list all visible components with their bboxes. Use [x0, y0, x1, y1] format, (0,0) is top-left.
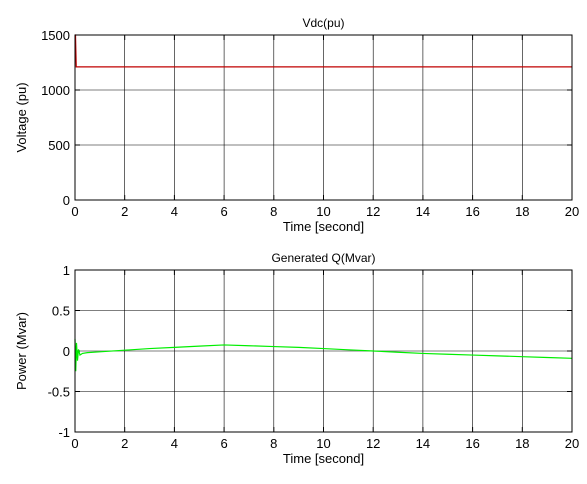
vdc-x-tick-label: 0 [71, 204, 78, 219]
q-x-tick-label: 10 [316, 436, 330, 451]
vdc-plot: 0 2 4 6 8 10 12 14 16 18 20 0 500 1000 1500 Vdc(pu) Time… [14, 16, 579, 234]
vdc-y-tick-label: 1500 [41, 28, 70, 43]
vdc-x-tick-label: 10 [316, 204, 330, 219]
vdc-x-tick-label: 18 [515, 204, 529, 219]
q-y-axis-label: Power (Mvar) [14, 312, 29, 390]
q-x-tick-label: 8 [270, 436, 277, 451]
q-x-tick-label: 2 [121, 436, 128, 451]
q-x-tick-label: 0 [71, 436, 78, 451]
q-y-tick-label: 1 [63, 263, 70, 278]
vdc-x-tick-label: 8 [270, 204, 277, 219]
q-x-tick-label: 14 [416, 436, 430, 451]
vdc-x-tick-label: 6 [220, 204, 227, 219]
vdc-x-tick-label: 12 [366, 204, 380, 219]
vdc-x-tick-label: 14 [416, 204, 430, 219]
q-x-tick-label: 12 [366, 436, 380, 451]
q-y-tick-label: 0.5 [52, 304, 70, 319]
q-axes-border [74, 269, 573, 433]
generated-q-plot: 0 2 4 6 8 10 12 14 16 18 20 -1 -0.5 0 0.5 1 Generated Q(… [14, 251, 579, 466]
q-y-tick-label: 0 [63, 344, 70, 359]
vdc-y-tick-label: 1000 [41, 83, 70, 98]
vdc-y-tick-label: 500 [48, 138, 70, 153]
vdc-axes-border [74, 34, 573, 201]
q-x-tick-label: 20 [565, 436, 579, 451]
vdc-y-tick-label: 0 [63, 193, 70, 208]
q-chart-title: Generated Q(Mvar) [271, 251, 375, 265]
vdc-x-tick-label: 4 [171, 204, 178, 219]
vdc-x-tick-label: 2 [121, 204, 128, 219]
q-x-tick-label: 6 [220, 436, 227, 451]
vdc-x-tick-label: 16 [465, 204, 479, 219]
q-x-tick-label: 4 [171, 436, 178, 451]
q-y-tick-label: -1 [58, 425, 70, 440]
vdc-chart-title: Vdc(pu) [302, 16, 344, 30]
vdc-x-tick-label: 20 [565, 204, 579, 219]
q-series-line [74, 338, 573, 372]
vdc-y-axis-label: Voltage (pu) [14, 82, 29, 152]
q-x-tick-label: 18 [515, 436, 529, 451]
q-x-tick-label: 16 [465, 436, 479, 451]
q-y-tick-label: -0.5 [48, 385, 70, 400]
vdc-x-axis-label: Time [second] [283, 219, 364, 234]
q-x-axis-label: Time [second] [283, 451, 364, 466]
